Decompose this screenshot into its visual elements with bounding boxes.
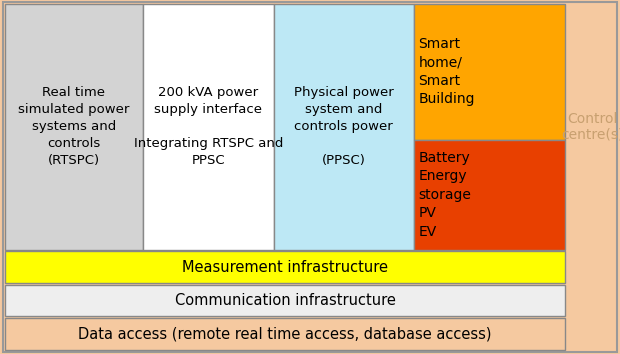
Text: Real time
simulated power
systems and
controls
(RTSPC): Real time simulated power systems and co… bbox=[18, 86, 130, 167]
Bar bbox=[414, 4, 565, 140]
Text: Smart
home/
Smart
Building: Smart home/ Smart Building bbox=[418, 37, 475, 107]
Bar bbox=[5, 251, 565, 283]
Text: Physical power
system and
controls power

(PPSC): Physical power system and controls power… bbox=[294, 86, 393, 167]
Text: Battery
Energy
storage
PV
EV: Battery Energy storage PV EV bbox=[418, 151, 471, 239]
Text: Communication infrastructure: Communication infrastructure bbox=[175, 293, 396, 308]
Text: Measurement infrastructure: Measurement infrastructure bbox=[182, 260, 388, 275]
Bar bbox=[414, 140, 565, 250]
Bar bbox=[5, 4, 143, 250]
Bar bbox=[5, 285, 565, 316]
Text: Data access (remote real time access, database access): Data access (remote real time access, da… bbox=[79, 326, 492, 341]
Text: Control
centre(s): Control centre(s) bbox=[561, 112, 620, 142]
Bar bbox=[274, 4, 414, 250]
Bar bbox=[143, 4, 274, 250]
Text: 200 kVA power
supply interface

Integrating RTSPC and
PPSC: 200 kVA power supply interface Integrati… bbox=[134, 86, 283, 167]
Bar bbox=[5, 318, 565, 350]
